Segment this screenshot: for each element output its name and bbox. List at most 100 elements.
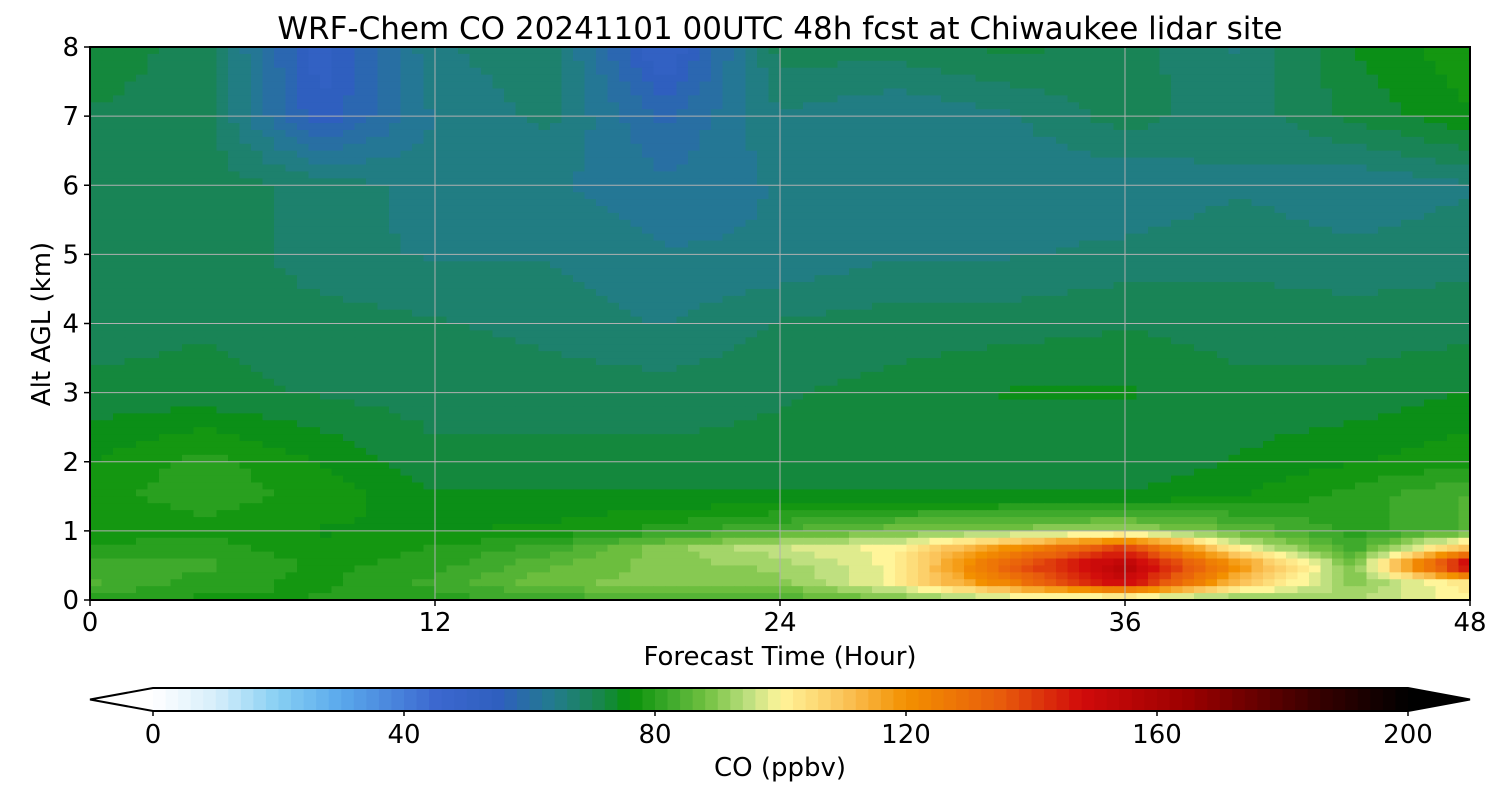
- heatmap-cell: [573, 95, 586, 103]
- heatmap-cell: [239, 185, 252, 193]
- heatmap-cell: [849, 129, 862, 138]
- heatmap-cell: [1113, 53, 1126, 62]
- heatmap-cell: [1366, 268, 1379, 276]
- heatmap-cell: [895, 47, 908, 55]
- heatmap-cell: [377, 254, 390, 262]
- heatmap-cell: [239, 53, 252, 62]
- heatmap-cell: [377, 226, 390, 235]
- heatmap-cell: [1044, 275, 1057, 283]
- heatmap-cell: [550, 261, 563, 269]
- heatmap-cell: [285, 254, 298, 262]
- heatmap-cell: [1240, 171, 1253, 179]
- heatmap-cell: [400, 254, 413, 262]
- heatmap-cell: [193, 123, 206, 131]
- heatmap-cell: [1044, 212, 1057, 221]
- heatmap-cell: [1044, 254, 1057, 262]
- heatmap-cell: [159, 102, 172, 110]
- heatmap-cell: [1297, 164, 1310, 173]
- heatmap-cell: [1079, 226, 1092, 235]
- heatmap-cell: [998, 254, 1011, 262]
- heatmap-cell: [136, 254, 149, 262]
- heatmap-cell: [435, 233, 448, 242]
- heatmap-cell: [941, 240, 954, 249]
- heatmap-cell: [791, 275, 804, 283]
- heatmap-cell: [113, 129, 126, 138]
- heatmap-cell: [113, 212, 126, 221]
- heatmap-cell: [653, 116, 666, 124]
- heatmap-cell: [1148, 192, 1161, 200]
- heatmap-cell: [1159, 60, 1172, 69]
- heatmap-cell: [182, 178, 195, 186]
- heatmap-cell: [159, 81, 172, 90]
- heatmap-cell: [1067, 53, 1080, 62]
- heatmap-cell: [136, 199, 149, 207]
- heatmap-cell: [147, 129, 160, 138]
- heatmap-cell: [1332, 288, 1345, 297]
- heatmap-cell: [262, 254, 275, 262]
- heatmap-cell: [1021, 192, 1034, 200]
- heatmap-cell: [423, 109, 436, 117]
- heatmap-cell: [941, 268, 954, 276]
- heatmap-cell: [182, 288, 195, 297]
- heatmap-cell: [630, 302, 643, 311]
- heatmap-cell: [757, 261, 770, 269]
- heatmap-cell: [1125, 143, 1138, 152]
- heatmap-cell: [872, 261, 885, 269]
- heatmap-cell: [1447, 109, 1460, 117]
- heatmap-cell: [906, 143, 919, 152]
- heatmap-cell: [1159, 199, 1172, 207]
- heatmap-cell: [1378, 74, 1391, 83]
- heatmap-cell: [216, 123, 229, 131]
- heatmap-cell: [285, 67, 298, 76]
- heatmap-cell: [1435, 219, 1448, 228]
- heatmap-cell: [1389, 150, 1402, 159]
- heatmap-cell: [1102, 254, 1115, 262]
- heatmap-cell: [320, 282, 333, 290]
- heatmap-cell: [722, 261, 735, 269]
- heatmap-cell: [308, 282, 321, 290]
- heatmap-cell: [1113, 309, 1126, 318]
- heatmap-cell: [297, 123, 310, 131]
- heatmap-cell: [1435, 268, 1448, 276]
- heatmap-cell: [1297, 60, 1310, 69]
- heatmap-cell: [964, 268, 977, 276]
- heatmap-cell: [941, 233, 954, 242]
- heatmap-cell: [1355, 247, 1368, 255]
- heatmap-cell: [768, 199, 781, 207]
- heatmap-cell: [826, 288, 839, 297]
- heatmap-cell: [366, 123, 379, 131]
- heatmap-cell: [308, 171, 321, 179]
- heatmap-cell: [113, 74, 126, 83]
- heatmap-cell: [1309, 288, 1322, 297]
- heatmap-cell: [1378, 302, 1391, 311]
- heatmap-cell: [803, 171, 816, 179]
- heatmap-cell: [1056, 53, 1069, 62]
- heatmap-cell: [929, 178, 942, 186]
- heatmap-cell: [883, 150, 896, 159]
- heatmap-cell: [561, 74, 574, 83]
- heatmap-cell: [435, 143, 448, 152]
- heatmap-cell: [469, 136, 482, 145]
- heatmap-cell: [688, 282, 701, 290]
- heatmap-cell: [1286, 226, 1299, 235]
- heatmap-cell: [251, 219, 264, 228]
- heatmap-cell: [952, 261, 965, 269]
- heatmap-cell: [1113, 199, 1126, 207]
- heatmap-cell: [1286, 185, 1299, 193]
- heatmap-cell: [1182, 81, 1195, 90]
- heatmap-cell: [1136, 261, 1149, 269]
- heatmap-cell: [193, 185, 206, 193]
- heatmap-cell: [1251, 288, 1264, 297]
- heatmap-cell: [699, 288, 712, 297]
- heatmap-cell: [216, 302, 229, 311]
- heatmap-cell: [205, 309, 218, 318]
- heatmap-cell: [239, 171, 252, 179]
- heatmap-cell: [1343, 150, 1356, 159]
- heatmap-cell: [607, 88, 620, 96]
- heatmap-cell: [481, 288, 494, 297]
- heatmap-cell: [1366, 81, 1379, 90]
- heatmap-cell: [1274, 157, 1287, 166]
- heatmap-cell: [596, 233, 609, 242]
- heatmap-cell: [101, 95, 114, 103]
- heatmap-cell: [538, 288, 551, 297]
